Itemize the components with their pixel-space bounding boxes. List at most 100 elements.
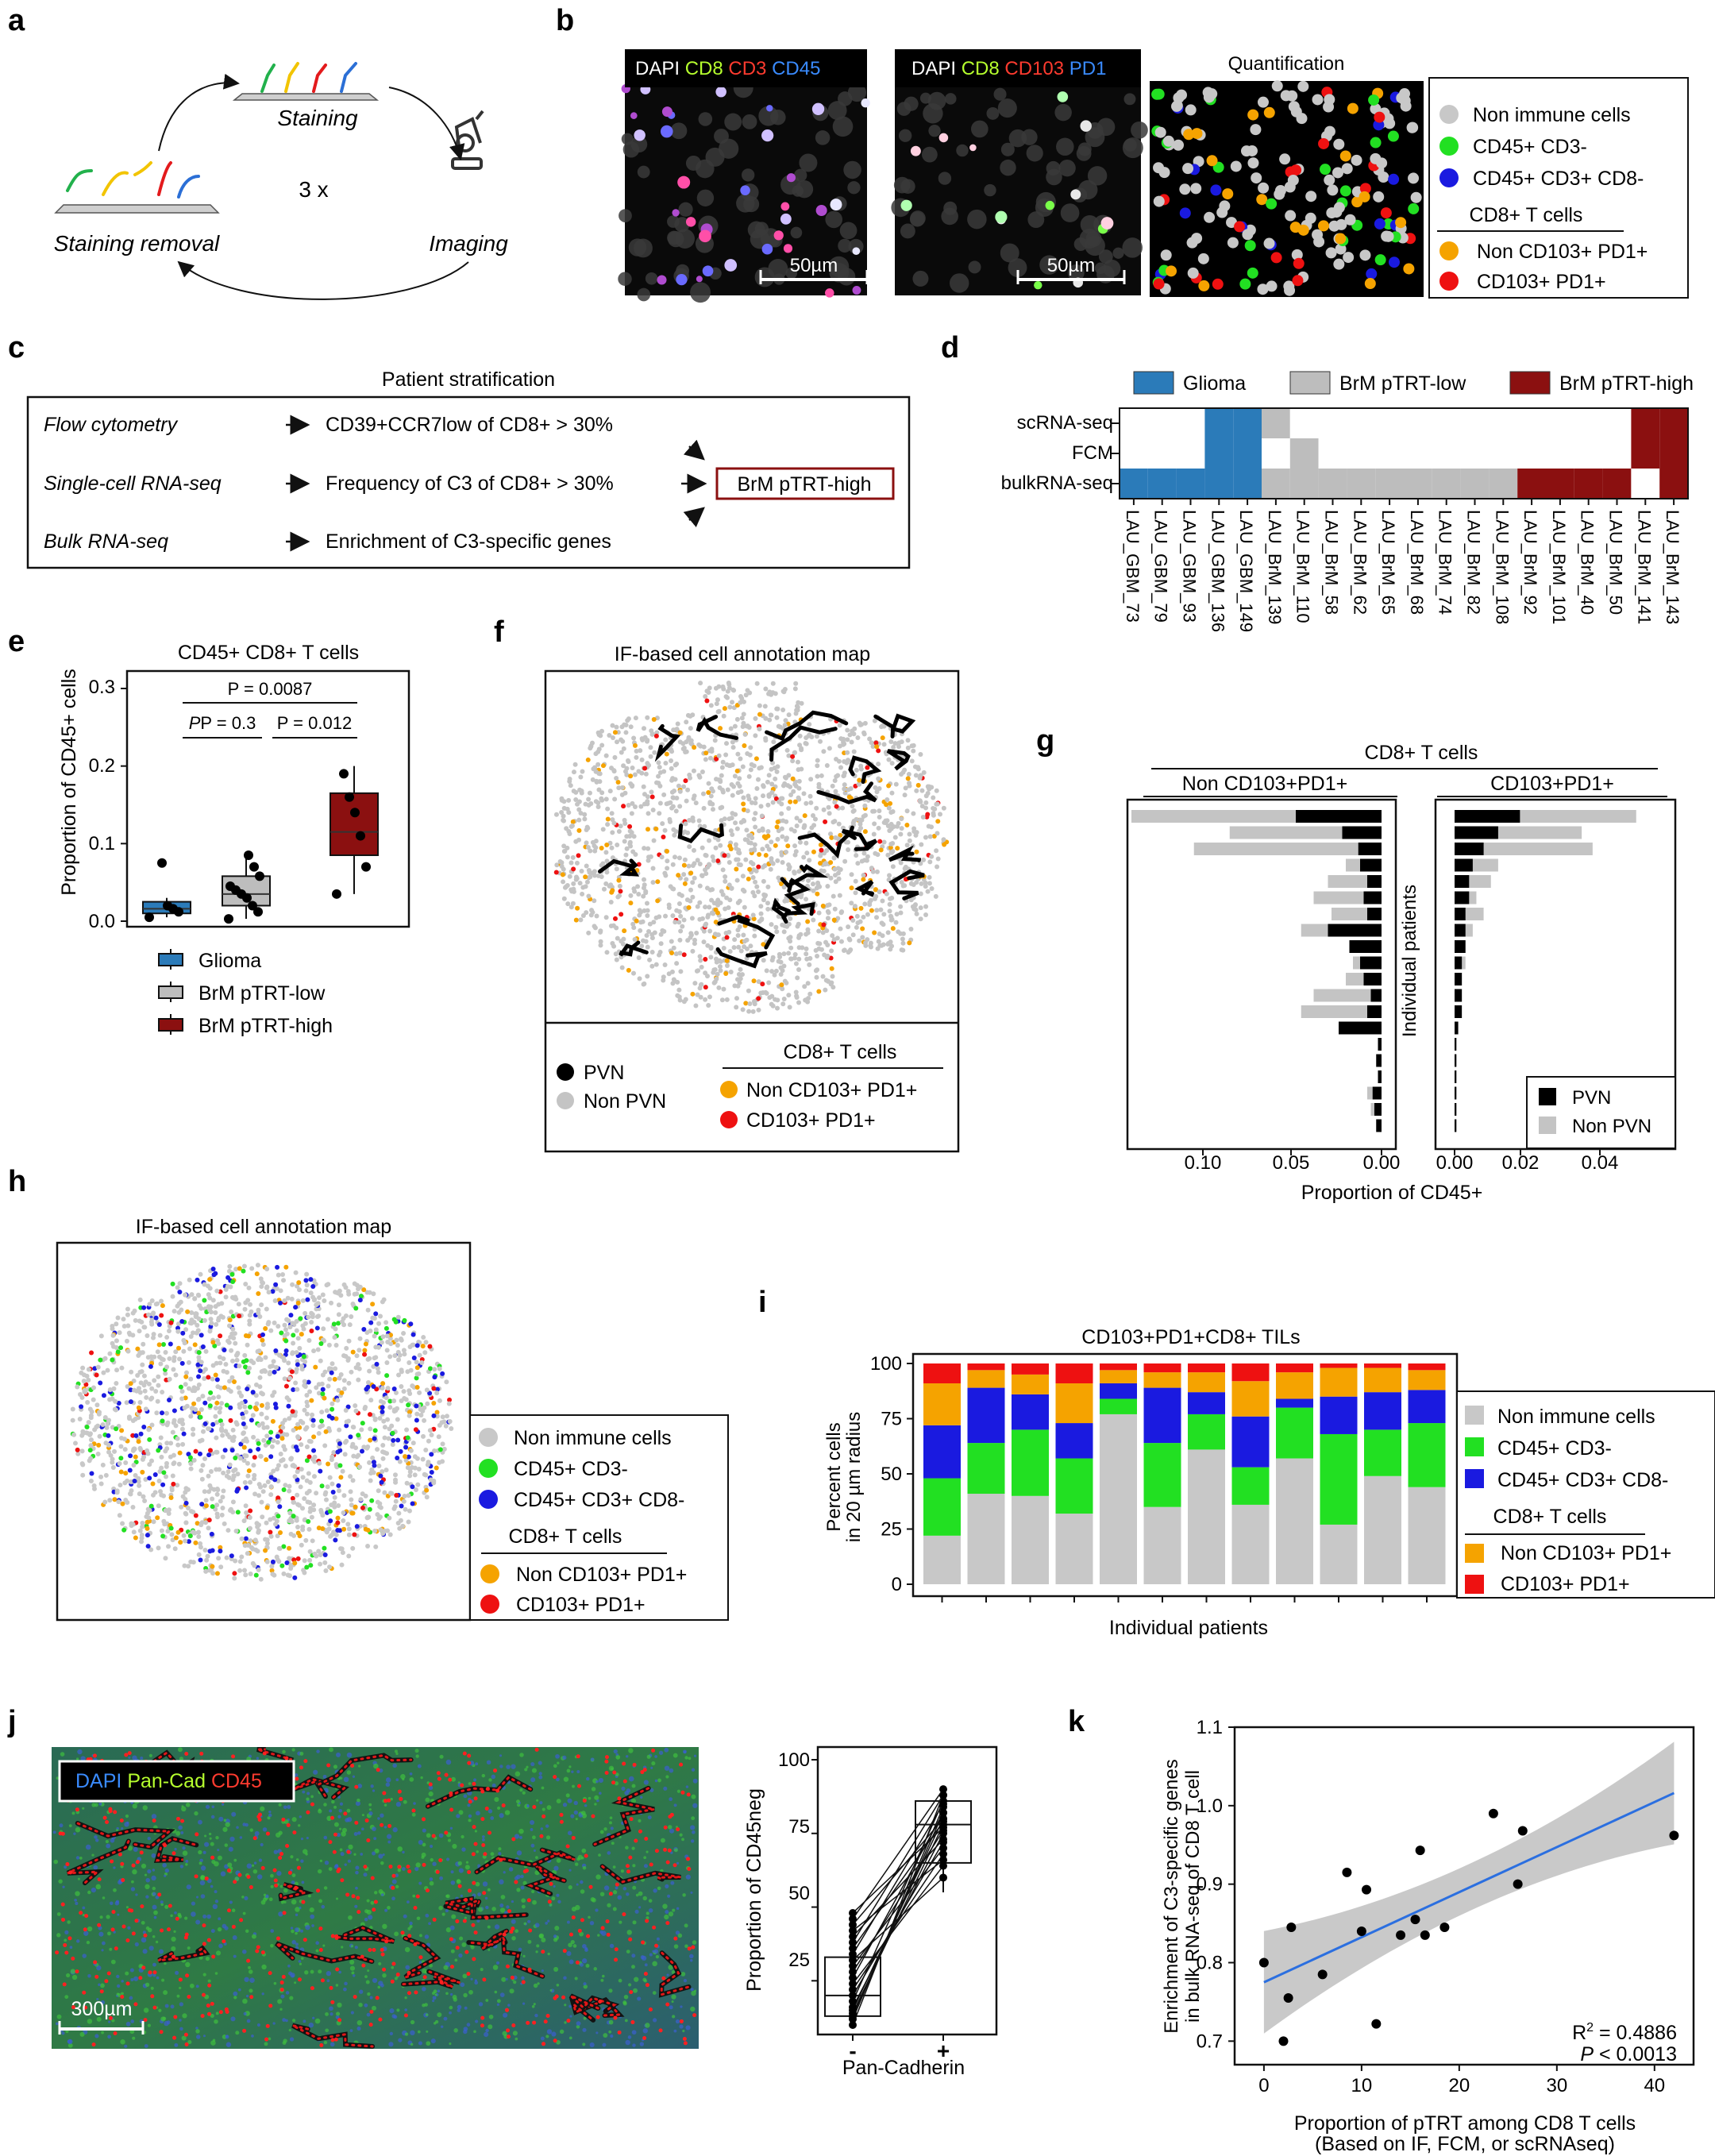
h-cell <box>319 1410 325 1415</box>
f-cell <box>664 751 669 757</box>
h-cell <box>354 1291 360 1297</box>
h-cell <box>362 1348 368 1353</box>
e-ytick-3: 0.3 <box>89 677 115 698</box>
h-cell <box>196 1293 202 1298</box>
h-cell <box>295 1469 300 1475</box>
h-cell <box>369 1498 375 1503</box>
f-cell <box>646 929 652 935</box>
j-texture-dot <box>91 1887 97 1893</box>
f-cell <box>751 916 757 922</box>
h-cell <box>248 1448 253 1454</box>
if-nucleus <box>847 181 861 195</box>
f-cell <box>770 760 776 766</box>
f-cell <box>870 869 876 874</box>
f-cell <box>632 936 638 942</box>
h-cell <box>96 1442 102 1448</box>
h-cell <box>226 1323 232 1329</box>
quant-cell <box>1359 249 1371 261</box>
f-cell <box>649 731 655 737</box>
f-cell <box>566 797 572 803</box>
h-cell <box>336 1290 341 1296</box>
f-cell <box>915 766 921 772</box>
j-texture-dot <box>494 1990 498 1994</box>
f-cell <box>637 908 642 913</box>
f-cell <box>684 749 689 754</box>
h-cell <box>292 1575 298 1580</box>
i-bar-segment <box>1188 1414 1225 1450</box>
h-cell <box>85 1399 91 1405</box>
e-pval-1: PP = 0.3 <box>189 713 256 733</box>
f-cell <box>761 878 766 884</box>
h-cell <box>191 1320 197 1325</box>
f-cell <box>634 754 639 760</box>
h-cell <box>118 1444 124 1449</box>
f-cell <box>713 827 719 833</box>
h-cell <box>252 1476 257 1482</box>
h-cell <box>343 1313 349 1318</box>
h-cell <box>305 1297 310 1302</box>
f-cell <box>749 860 754 866</box>
f-cell <box>743 1001 749 1006</box>
sample-label: LAU_GBM_136 <box>1208 510 1227 632</box>
h-cell <box>140 1469 145 1475</box>
h-cell <box>241 1444 247 1450</box>
h-cell <box>214 1400 220 1406</box>
f-cell <box>688 887 694 893</box>
f-cell <box>738 966 743 972</box>
f-cell <box>608 900 614 905</box>
f-cell <box>717 785 723 790</box>
f-cell <box>711 858 716 863</box>
f-cell <box>792 781 798 787</box>
f-cell <box>604 843 610 848</box>
i-bar-segment <box>1320 1363 1358 1368</box>
f-cell <box>706 1002 711 1008</box>
f-cell <box>645 739 650 744</box>
i-bar-segment <box>1276 1363 1313 1373</box>
f-cell <box>565 854 570 860</box>
h-cell <box>140 1521 145 1526</box>
h-cell <box>170 1281 175 1286</box>
h-cell <box>123 1471 129 1476</box>
h-cell <box>179 1426 185 1432</box>
f-cell <box>761 793 766 799</box>
f-cell <box>938 812 943 817</box>
h-cell <box>86 1377 91 1383</box>
h-cell <box>79 1370 84 1375</box>
h-cell <box>350 1349 356 1355</box>
f-cell <box>718 843 723 848</box>
f-cell <box>562 885 568 890</box>
h-cell <box>365 1356 371 1362</box>
h-cell <box>387 1515 392 1521</box>
h-cell <box>258 1453 264 1459</box>
h-cell <box>198 1522 204 1528</box>
f-cell <box>898 904 904 909</box>
h-cell <box>199 1437 205 1443</box>
f-cell <box>794 993 800 999</box>
f-cell <box>719 818 724 823</box>
f-cell <box>860 935 865 940</box>
h-cell <box>178 1299 183 1305</box>
f-cell <box>733 820 738 826</box>
f-cell <box>778 972 784 978</box>
f-cell <box>639 757 645 762</box>
h-cell <box>156 1354 162 1360</box>
j-texture-dot <box>676 1861 680 1865</box>
f-cell <box>815 763 820 769</box>
f-cell <box>786 866 792 872</box>
h-cell <box>229 1271 235 1277</box>
h-cell <box>187 1346 192 1352</box>
h-cell <box>208 1469 214 1475</box>
f-cell <box>708 944 714 950</box>
h-cell <box>75 1384 80 1390</box>
f-cell <box>731 945 737 951</box>
f-cell <box>765 828 771 834</box>
i-bar-segment <box>1364 1363 1401 1368</box>
g-right-header: CD103+PD1+ <box>1490 773 1614 795</box>
f-cell <box>758 904 764 909</box>
if-stained-cell <box>852 286 861 295</box>
h-cell <box>170 1429 175 1435</box>
h-cell <box>198 1360 204 1365</box>
f-cell <box>844 760 850 766</box>
f-cell <box>724 997 730 1002</box>
h-cell <box>290 1351 295 1356</box>
